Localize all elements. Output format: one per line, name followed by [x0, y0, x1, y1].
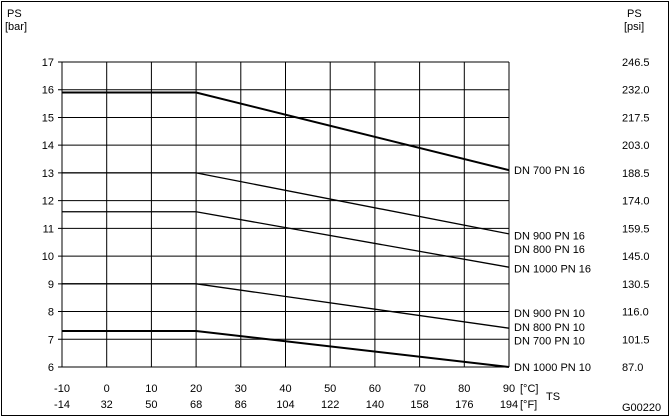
x-tick-label-fahrenheit: 158 — [410, 399, 428, 411]
y-tick-label-psi: 145.0 — [622, 251, 650, 263]
x-tick-label-celsius: -10 — [54, 383, 70, 395]
x-tick-label-fahrenheit: 122 — [321, 399, 339, 411]
x-tick-label-celsius: 40 — [279, 383, 291, 395]
x-tick-label-celsius: 20 — [190, 383, 202, 395]
y-tick-label-psi: 246.5 — [622, 57, 650, 69]
x-tick-label-celsius: 90 — [503, 383, 515, 395]
y-tick-label-bar: 16 — [42, 85, 54, 97]
y-tick-label-bar: 13 — [42, 168, 54, 180]
y-tick-label-bar: 10 — [42, 251, 54, 263]
y-axis-right-name: PS — [627, 8, 642, 20]
x-tick-label-fahrenheit: 140 — [366, 399, 384, 411]
pressure-curve — [62, 211, 510, 268]
series-label: DN 800 PN 16 — [514, 244, 585, 256]
series-label: DN 1000 PN 10 — [514, 362, 591, 374]
x-tick-label-celsius: 10 — [145, 383, 157, 395]
x-tick-label-fahrenheit: 176 — [455, 399, 473, 411]
x-tick-label-fahrenheit: 86 — [235, 399, 247, 411]
y-tick-label-bar: 8 — [48, 307, 54, 319]
x-tick-label-fahrenheit: -14 — [54, 399, 70, 411]
y-tick-label-bar: 9 — [48, 279, 54, 291]
y-axis-right-unit: [psi] — [624, 21, 644, 33]
y-tick-label-bar: 14 — [42, 140, 54, 152]
series-label: DN 800 PN 10 — [514, 322, 585, 334]
y-tick-label-bar: 15 — [42, 112, 54, 124]
y-tick-label-bar: 11 — [43, 223, 54, 235]
y-axis-left-name: PS — [7, 8, 22, 20]
x-tick-label-fahrenheit: 32 — [101, 399, 113, 411]
x-tick-label-fahrenheit: 194 — [500, 399, 518, 411]
pressure-curve — [62, 329, 510, 368]
x-tick-label-celsius: 80 — [458, 383, 470, 395]
series-label: DN 700 PN 16 — [514, 165, 585, 177]
chart-annotations: DN 700 PN 16 DN 900 PN 16 DN 800 PN 16 DN 1… — [514, 165, 591, 374]
x-axis-unit-fahrenheit: [°F] — [520, 399, 537, 411]
x-tick-label-celsius: 70 — [413, 383, 425, 395]
y-tick-label-psi: 159.5 — [622, 223, 650, 235]
y-tick-label-psi: 130.5 — [622, 279, 650, 291]
y-tick-label-psi: 232.0 — [622, 85, 650, 97]
y-tick-label-psi: 174.0 — [622, 196, 650, 208]
series-label: DN 900 PN 10 — [514, 308, 585, 320]
x-tick-label-fahrenheit: 50 — [145, 399, 157, 411]
y-tick-label-psi: 101.5 — [622, 334, 650, 346]
x-axis-label: TS — [546, 391, 560, 403]
y-tick-label-psi: 87.0 — [622, 362, 643, 374]
x-tick-label-celsius: 30 — [235, 383, 247, 395]
y-tick-label-psi: 116.0 — [622, 307, 649, 319]
y-tick-label-psi: 188.5 — [622, 168, 650, 180]
pressure-curve — [62, 91, 510, 172]
x-tick-label-celsius: 60 — [369, 383, 381, 395]
chart-grid — [58, 61, 510, 368]
y-tick-label-bar: 12 — [42, 196, 54, 208]
y-tick-label-psi: 217.5 — [622, 112, 650, 124]
x-axis-unit-celsius: [°C] — [520, 383, 538, 395]
series-label: DN 1000 PN 16 — [514, 264, 591, 276]
y-tick-label-bar: 6 — [48, 362, 54, 374]
y-tick-label-bar: 17 — [42, 57, 54, 69]
pressure-curve — [62, 172, 510, 235]
chart-ticks: 6 7 8 9 10 11 12 13 14 15 16 17 87.0 101.5 116.0 130.5 1… — [42, 57, 650, 411]
series-label: DN 700 PN 10 — [514, 336, 585, 348]
x-tick-label-fahrenheit: 68 — [190, 399, 202, 411]
x-tick-label-fahrenheit: 104 — [276, 399, 294, 411]
y-tick-label-psi: 203.0 — [622, 140, 650, 152]
pressure-curve — [62, 283, 510, 329]
x-tick-label-celsius: 0 — [104, 383, 110, 395]
series-label: DN 900 PN 16 — [514, 230, 585, 242]
y-tick-label-bar: 7 — [48, 334, 54, 346]
y-axis-left-unit: [bar] — [5, 21, 27, 33]
x-tick-label-celsius: 50 — [324, 383, 336, 395]
figure-id: G00220 — [622, 402, 661, 414]
chart-series — [62, 91, 510, 368]
